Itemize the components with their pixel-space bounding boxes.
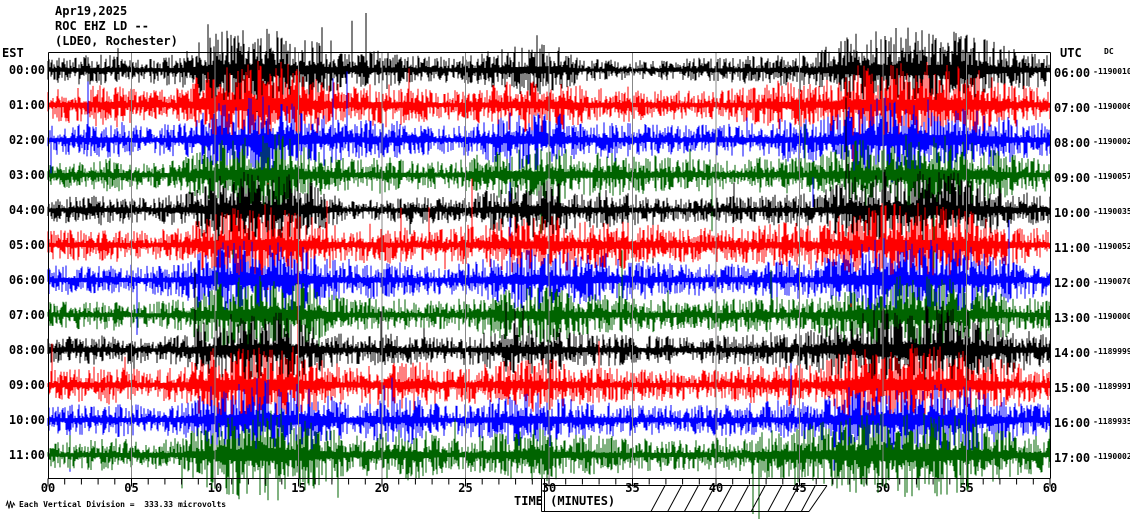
header-date: Apr19,2025 (55, 4, 128, 18)
est-time-label: 03:00 (8, 168, 45, 182)
utc-time-value: 11:00 (1054, 241, 1091, 255)
dc-offset-value: -1190002 (1093, 137, 1130, 146)
x-tick-label: 30 (541, 481, 557, 495)
x-tick-label: 35 (625, 481, 640, 495)
dc-offset-value: -1190057 (1093, 172, 1130, 181)
x-tick-label: 60 (1042, 481, 1058, 495)
est-axis-header: EST (2, 46, 24, 60)
x-tick-label: 55 (959, 481, 974, 495)
scale-note: Each Vertical Division = 333.33 microvol… (19, 500, 227, 509)
utc-time-label: 17:00 -1190002 (1054, 449, 1130, 465)
dc-offset-value: -1190010 (1093, 67, 1130, 76)
seismogram-trace-row-5 (47, 178, 1051, 332)
est-time-label: 11:00 (8, 448, 45, 462)
dc-offset-value: -1190070 (1093, 277, 1130, 286)
dc-offset-value: -1190006 (1093, 102, 1130, 111)
dc-offset-value: -1190035 (1093, 207, 1130, 216)
plot-border (48, 52, 1051, 479)
x-tick-label: 25 (458, 481, 473, 495)
x-tick-label: 00 (40, 481, 56, 495)
seismogram-trace-row-3 (47, 124, 1051, 275)
est-time-label: 09:00 (8, 378, 45, 392)
dc-offset-value: -1190052 (1093, 242, 1130, 251)
x-tick-label: 15 (291, 481, 306, 495)
utc-time-label: 06:00 -1190010 (1054, 64, 1130, 80)
five-minute-gridlines (131, 52, 967, 478)
utc-time-label: 08:00 -1190002 (1054, 134, 1130, 150)
header-station: ROC EHZ LD -- (55, 19, 149, 33)
seismogram-trace-row-8 (47, 267, 1051, 432)
dc-offset-value: -1190000 (1093, 312, 1130, 321)
est-time-label: 04:00 (8, 203, 45, 217)
seismogram-trace-row-1 (47, 60, 1051, 290)
x-tick-label: 45 (792, 481, 807, 495)
est-time-label: 10:00 (8, 413, 45, 427)
utc-time-label: 07:00 -1190006 (1054, 99, 1130, 115)
x-tick-label: 20 (374, 481, 390, 495)
seismogram-trace-row-10 (47, 363, 1051, 472)
utc-time-label: 09:00 -1190057 (1054, 169, 1130, 185)
utc-time-label: 15:00 -1189991 (1054, 379, 1130, 395)
est-time-label: 07:00 (8, 308, 45, 322)
x-tick-label: 10 (207, 481, 223, 495)
header-location: (LDEO, Rochester) (55, 34, 178, 48)
dc-axis-header: DC (1104, 47, 1114, 56)
utc-time-label: 16:00 -1189935 (1054, 414, 1130, 430)
seismogram-trace-row-6 (47, 220, 1051, 335)
utc-time-value: 09:00 (1054, 171, 1091, 185)
dc-offset-value: -1189991 (1093, 382, 1130, 391)
est-time-label: 02:00 (8, 133, 45, 147)
plot-header: Apr19,2025 ROC EHZ LD -- (LDEO, Rocheste… (55, 4, 178, 49)
est-time-label: 08:00 (8, 343, 45, 357)
utc-time-value: 06:00 (1054, 66, 1091, 80)
dc-offset-value: -1190002 (1093, 452, 1130, 461)
est-time-label: 00:00 (8, 63, 45, 77)
utc-time-value: 16:00 (1054, 416, 1091, 430)
seismogram-trace-row-0 (47, 13, 1051, 113)
utc-time-label: 10:00 -1190035 (1054, 204, 1130, 220)
utc-time-value: 07:00 (1054, 101, 1091, 115)
x-tick-label: 05 (124, 481, 139, 495)
est-time-label: 06:00 (8, 273, 45, 287)
utc-time-value: 10:00 (1054, 206, 1091, 220)
dc-offset-value: -1189935 (1093, 417, 1130, 426)
utc-time-label: 13:00 -1190000 (1054, 309, 1130, 325)
utc-time-value: 12:00 (1054, 276, 1091, 290)
est-time-label: 05:00 (8, 238, 45, 252)
utc-time-label: 14:00 -1189999 (1054, 344, 1130, 360)
utc-time-value: 08:00 (1054, 136, 1091, 150)
x-tick-label: 50 (875, 481, 891, 495)
seismogram-trace-row-2 (47, 71, 1051, 267)
utc-time-label: 11:00 -1190052 (1054, 239, 1130, 255)
x-axis-title: TIME (MINUTES) (514, 494, 616, 508)
utc-axis-header: UTC (1060, 46, 1082, 60)
est-time-label: 01:00 (8, 98, 45, 112)
seismogram-trace-row-9 (47, 243, 1051, 428)
dc-offset-value: -1189999 (1093, 347, 1130, 356)
seismogram-trace-row-4 (47, 97, 1051, 402)
utc-time-value: 15:00 (1054, 381, 1091, 395)
utc-time-value: 14:00 (1054, 346, 1091, 360)
utc-time-value: 13:00 (1054, 311, 1091, 325)
seismogram-trace-row-7 (47, 250, 1051, 356)
waveform-scale-icon (5, 499, 16, 509)
utc-time-value: 17:00 (1054, 451, 1091, 465)
utc-time-label: 12:00 -1190070 (1054, 274, 1130, 290)
x-tick-label: 40 (708, 481, 724, 495)
